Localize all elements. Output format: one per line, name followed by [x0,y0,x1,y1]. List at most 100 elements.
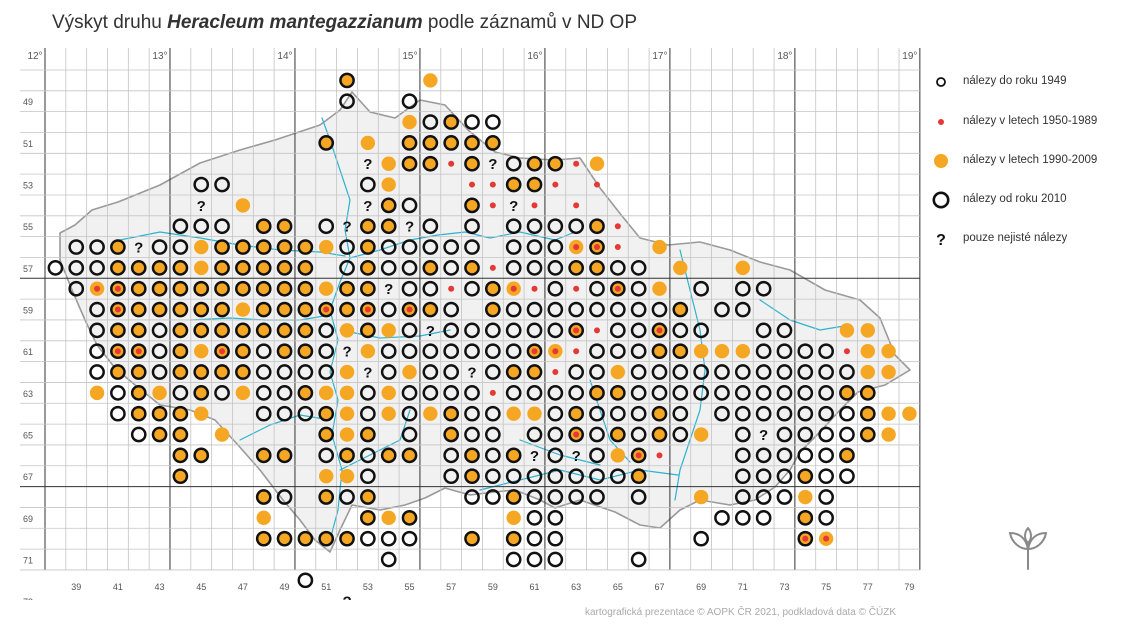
occurrence-outline-circle [443,322,460,339]
map-title: Výskyt druhu Heracleum mantegazzianum po… [52,12,637,34]
occurrence-outline-circle [589,405,605,422]
occurrence-orange-dot [506,448,521,463]
occurrence-outline-circle [526,260,543,276]
row-label: 67 [23,472,33,482]
occurrence-outline-circle [297,530,314,547]
map-title-prefix: Výskyt druhu [52,12,168,33]
occurrence-orange-dot [735,344,751,359]
occurrence-orange-dot [423,260,438,276]
occurrence-outline-circle [172,385,189,401]
occurrence-orange-dot [589,156,605,171]
occurrence-outline-circle [672,364,689,380]
occurrence-outline-circle [484,364,501,380]
occurrence-outline-circle [818,426,834,443]
occurrence-outline-circle [401,530,418,547]
occurrence-outline-circle [255,405,272,422]
occurrence-outline-circle [110,280,126,297]
river-luznice [339,409,411,471]
longitude-label: 17° [652,51,667,62]
river-odra [759,299,851,331]
occurrence-outline-circle [339,489,355,505]
occurrence-orange-dot [360,323,376,338]
occurrence-red-dot [573,202,580,209]
occurrence-outline-circle [734,489,751,505]
uncertain-question-mark: ? [572,448,581,465]
occurrence-orange-dot [319,135,334,151]
occurrence-outline-circle [380,239,397,255]
occurrence-outline-circle [422,260,439,276]
occurrence-outline-circle [568,218,585,235]
occurrence-outline-circle [505,343,522,360]
occurrence-outline-circle [422,218,439,235]
river-vltava [329,257,351,541]
occurrence-red-dot [802,535,809,542]
occurrence-orange-dot [319,489,334,505]
occurrence-outline-circle [151,301,168,318]
occurrence-orange-dot [506,531,521,546]
occurrence-outline-circle [797,343,814,360]
occurrence-outline-circle [443,114,460,130]
occurrence-outline-circle [297,322,314,339]
occurrence-outline-circle [464,385,480,401]
occurrence-outline-circle [339,260,355,276]
uncertain-question-mark: ? [363,198,372,215]
occurrence-orange-dot [277,239,292,255]
occurrence-orange-dot [194,260,209,276]
occurrence-orange-dot [798,468,813,484]
occurrence-outline-circle [193,176,210,193]
occurrence-orange-dot [464,135,480,151]
occurrence-orange-dot [194,406,209,421]
occurrence-outline-circle [360,260,376,276]
occurrence-orange-dot [673,344,688,359]
occurrence-outline-circle [547,530,564,547]
occurrence-orange-dot [298,302,313,317]
occurrence-outline-circle [464,343,480,360]
occurrence-outline-circle [630,405,647,422]
occurrence-outline-circle [797,468,814,485]
occurrence-outline-circle [755,405,772,422]
occurrence-outline-circle [380,218,397,235]
occurrence-outline-circle [839,385,855,401]
occurrence-outline-circle [464,114,480,130]
occurrence-outline-circle [380,197,397,214]
occurrence-outline-circle [360,301,376,318]
occurrence-outline-circle [401,260,418,276]
occurrence-outline-circle [151,239,168,255]
occurrence-outline-circle [547,301,564,318]
occurrence-outline-circle [193,364,210,380]
occurrence-orange-dot [673,302,688,317]
occurrence-outline-circle [484,447,501,464]
occurrence-outline-circle [255,301,272,318]
occurrence-outline-circle [464,322,480,339]
occurrence-outline-circle [609,322,626,339]
occurrence-outline-circle [568,426,585,443]
longitude-label: 18° [777,51,792,62]
occurrence-outline-circle [360,385,376,401]
occurrence-outline-circle [89,239,105,255]
occurrence-outline-circle [151,260,168,276]
occurrence-outline-circle [589,489,605,505]
occurrence-outline-circle [464,280,480,297]
occurrence-orange-dot [131,385,146,401]
occurrence-outline-circle [130,301,147,318]
occurrence-outline-circle [734,385,751,401]
occurrence-outline-circle [214,301,230,318]
occurrence-outline-circle [630,301,647,318]
occurrence-outline-circle [464,155,480,172]
occurrence-outline-circle [297,405,314,422]
occurrence-outline-circle [505,155,522,172]
row-label: 69 [23,514,33,524]
occurrence-orange-dot [319,468,334,484]
occurrence-outline-circle [505,364,522,380]
occurrence-outline-circle [318,405,335,422]
occurrence-orange-dot [194,302,209,317]
column-label: 75 [821,582,831,592]
occurrence-orange-dot [527,406,542,421]
river-morava [674,249,706,501]
occurrence-outline-circle [589,426,605,443]
occurrence-outline-circle [89,260,105,276]
occurrence-outline-circle [589,343,605,360]
column-label: 65 [613,582,623,592]
occurrence-outline-circle [151,426,168,443]
occurrence-orange-dot [423,156,438,171]
